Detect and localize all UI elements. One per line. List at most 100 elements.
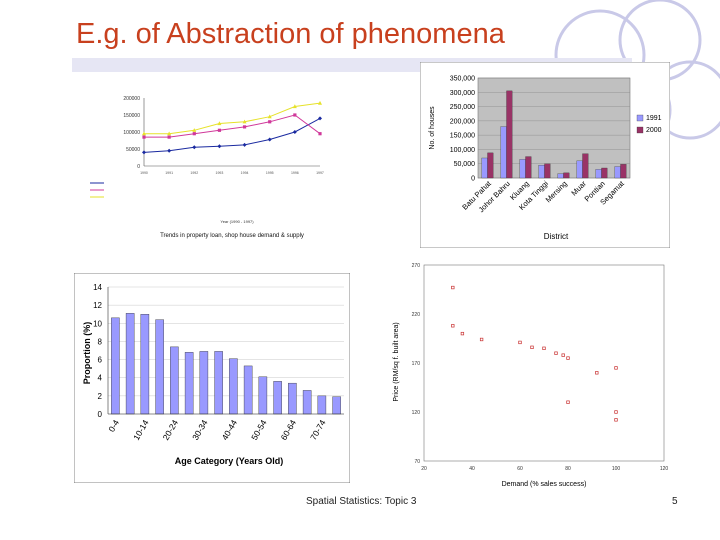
- line-chart-point: [293, 113, 297, 117]
- line-chart-x-tick: 1993: [216, 171, 224, 175]
- line-chart-point: [242, 119, 247, 124]
- slide-footer: Spatial Statistics: Topic 3: [306, 496, 417, 507]
- line-chart-point: [292, 130, 297, 134]
- district-ylabel: No. of houses: [429, 106, 436, 150]
- district-y-tick: 0: [471, 176, 475, 183]
- age-bar: [199, 351, 209, 415]
- scatter-x-tick: 100: [612, 466, 621, 472]
- district-bar: [487, 152, 494, 179]
- scatter-point: [566, 400, 570, 404]
- price-demand-scatter: 70 120 170 220 270 20 40 60 80 100 120 Price (RM/…: [393, 263, 669, 488]
- district-legend-label: 2000: [646, 127, 662, 134]
- scatter-points: [451, 285, 618, 422]
- age-bar: [258, 376, 268, 415]
- line-chart-point: [217, 121, 222, 126]
- district-bar: [582, 153, 589, 179]
- district-legend-swatch: [636, 126, 644, 134]
- scatter-y-tick: 220: [412, 312, 421, 318]
- line-chart-x-tick: 1991: [165, 171, 173, 175]
- district-y-tick: 300,000: [450, 90, 475, 97]
- line-chart-point: [318, 116, 322, 121]
- line-chart-point: [192, 132, 196, 136]
- line-chart-x-tick: 1994: [241, 171, 249, 175]
- district-y-axis: 0 50,000 100,000 150,000 200,000 250,000 300,0…: [450, 76, 475, 183]
- age-bar: [273, 381, 282, 415]
- line-chart-series-line: [144, 102, 321, 135]
- district-bar: [595, 169, 602, 179]
- page-number: 5: [672, 496, 678, 507]
- district-xlabel: District: [544, 232, 569, 241]
- age-bar: [170, 346, 179, 415]
- age-bar: [140, 314, 150, 415]
- line-chart-x-tick: 1995: [266, 171, 274, 175]
- scatter-x-tick: 40: [469, 466, 475, 472]
- district-bar: [614, 166, 621, 179]
- line-chart-x-tick: 1997: [316, 171, 324, 175]
- scatter-y-tick: 70: [414, 459, 420, 465]
- district-bar: [481, 157, 488, 179]
- scatter-x-tick: 120: [660, 466, 669, 472]
- scatter-point: [451, 285, 455, 290]
- scatter-point: [542, 346, 546, 350]
- line-chart-point: [318, 132, 322, 136]
- line-chart-point: [167, 131, 172, 136]
- age-ylabel: Proportion (%): [82, 322, 92, 385]
- age-bar: [332, 396, 341, 415]
- line-chart-x-tick: 1996: [291, 171, 299, 175]
- scatter-x-tick: 80: [565, 466, 571, 472]
- scatter-plot-area: [423, 264, 665, 462]
- district-legend-label: 1991: [646, 115, 662, 122]
- district-bar: [525, 156, 532, 179]
- line-chart-point: [142, 150, 146, 155]
- line-chart-point: [192, 145, 197, 150]
- scatter-point: [561, 353, 565, 357]
- scatter-ylabel: Price (RM/sq f. built area): [393, 322, 400, 401]
- age-bar: [214, 351, 223, 415]
- scatter-point: [614, 418, 618, 422]
- age-bars: [111, 313, 341, 415]
- line-chart-x-tick: 1990: [140, 171, 148, 175]
- age-bar: [184, 352, 194, 415]
- line-chart-xlabel: Year (1990 - 1997): [220, 219, 254, 224]
- age-y-tick: 0: [98, 410, 103, 419]
- age-bar: [111, 317, 120, 415]
- district-bar: [620, 164, 627, 179]
- age-bar: [288, 382, 297, 415]
- district-bar-chart: 0 50,000 100,000 150,000 200,000 250,000 300,0…: [420, 62, 670, 248]
- district-y-tick: 150,000: [450, 133, 475, 140]
- scatter-point: [614, 366, 618, 370]
- age-y-axis: 0 2 4 6 8 10 12 14: [93, 283, 344, 419]
- age-y-tick: 4: [98, 374, 103, 383]
- district-bar: [506, 90, 513, 179]
- line-chart-series-line: [144, 114, 321, 138]
- district-legend-swatch: [636, 114, 644, 122]
- scatter-point: [554, 351, 558, 355]
- line-chart-x-axis: 1990 1991 1992 1993 1994 1995 1996 1997: [90, 171, 324, 198]
- line-chart-point: [242, 125, 247, 129]
- district-y-tick: 50,000: [454, 161, 476, 168]
- line-chart-point: [268, 120, 272, 124]
- scatter-point: [451, 324, 455, 328]
- line-chart-y-tick: 150000: [123, 113, 140, 119]
- district-y-tick: 250,000: [450, 104, 475, 111]
- slide-title: E.g. of Abstraction of phenomena: [76, 18, 505, 50]
- district-bar: [544, 163, 551, 179]
- scatter-y-tick: 120: [412, 410, 421, 416]
- line-chart-y-tick: 50000: [126, 147, 140, 153]
- line-chart-point: [167, 148, 172, 153]
- scatter-point: [460, 331, 465, 336]
- district-bar: [538, 164, 545, 179]
- line-chart-point: [318, 100, 322, 105]
- line-chart-point: [217, 128, 222, 132]
- age-y-tick: 8: [98, 337, 103, 346]
- district-bars: [481, 90, 627, 179]
- district-y-tick: 100,000: [450, 147, 475, 154]
- scatter-point: [518, 340, 522, 345]
- scatter-y-axis: 70 120 170 220 270: [412, 263, 421, 465]
- scatter-point: [530, 345, 534, 349]
- scatter-point: [595, 371, 599, 375]
- line-chart-point: [167, 135, 171, 139]
- line-chart-series: [142, 100, 322, 155]
